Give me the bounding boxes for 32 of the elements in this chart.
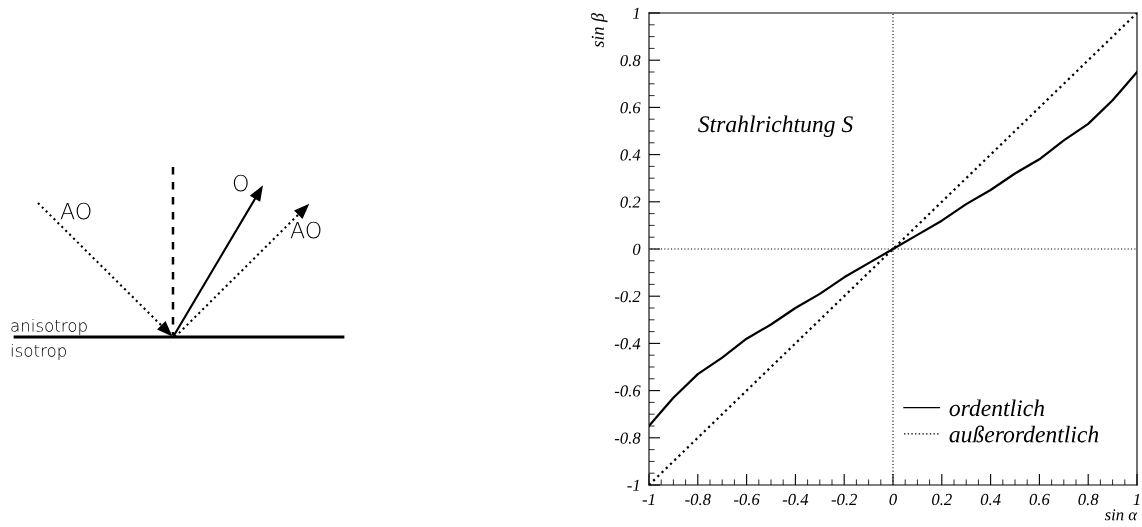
y-tick-label: 0.4 — [620, 149, 641, 161]
x-tick-label: -0.8 — [685, 493, 711, 506]
text: O — [233, 174, 248, 192]
x-tick-label: -0.2 — [831, 493, 858, 506]
y-tick-label: -1 — [627, 479, 639, 491]
x-tick-label: -0.6 — [734, 493, 760, 506]
y-tick-label: 0.8 — [620, 54, 641, 67]
text: AO — [60, 202, 91, 220]
legend-label: außerordentlich — [949, 425, 1099, 443]
x-tick-label: 0.4 — [980, 493, 1001, 506]
x-tick-label: 0.8 — [1078, 493, 1099, 506]
y-tick-label: -0.2 — [614, 290, 641, 303]
y-tick-label: -0.6 — [614, 385, 641, 397]
y-tick-label: 0.2 — [620, 196, 641, 208]
x-tick-label: 0.2 — [932, 493, 952, 506]
x-tick-label: 0 — [889, 493, 897, 506]
x-tick-label: -1 — [642, 493, 655, 505]
annotation: Strahlrichtung S — [698, 115, 853, 137]
text: AO — [290, 221, 321, 239]
legend-label: ordentlich — [949, 399, 1045, 417]
y-tick-label: 1 — [632, 7, 639, 19]
x-tick-label: -0.4 — [782, 493, 809, 506]
text: anisotrop — [11, 318, 87, 336]
y-axis-title: sin β — [590, 13, 608, 48]
y-tick-label: 0.6 — [620, 102, 641, 114]
y-tick-label: -0.8 — [614, 432, 641, 444]
y-tick-label: -0.4 — [614, 338, 641, 350]
x-tick-label: 1 — [1133, 493, 1140, 505]
text: isotrop — [11, 343, 66, 361]
x-tick-label: 0.6 — [1029, 493, 1050, 506]
x-axis-title: sin α — [1104, 509, 1138, 521]
y-tick-label: 0 — [632, 243, 641, 255]
